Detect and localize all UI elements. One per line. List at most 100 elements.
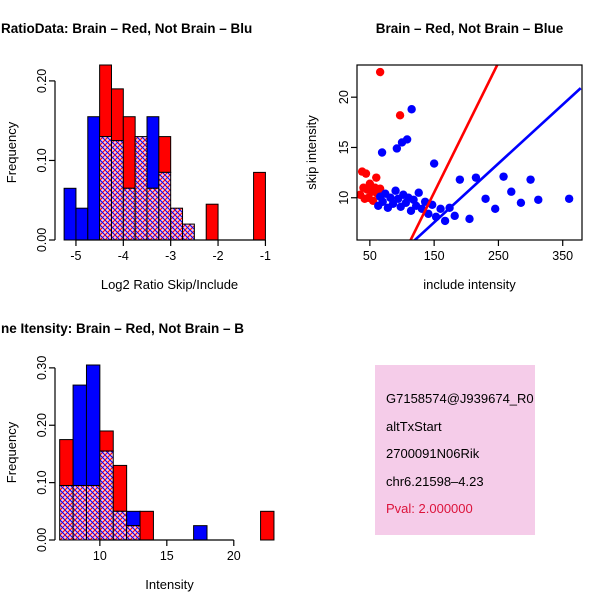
scatter-points: [357, 67, 574, 226]
hist-bar: [193, 525, 208, 541]
hist-bar: [126, 510, 141, 527]
data-point-blue: [507, 187, 516, 196]
data-point-red: [395, 111, 405, 120]
svg-text:0.30: 0.30: [35, 356, 49, 380]
svg-text:-1: -1: [260, 249, 271, 263]
svg-text:0.10: 0.10: [35, 148, 49, 172]
svg-text:-5: -5: [70, 249, 81, 263]
hist-bar: [85, 364, 101, 486]
data-point-blue: [424, 209, 433, 219]
data-point-blue: [429, 159, 439, 168]
chart-title: ne Itensity: Brain – Red, Not Brain – B: [1, 321, 244, 336]
hist-bar: [99, 64, 112, 138]
axes: [49, 367, 235, 546]
svg-text:0.20: 0.20: [35, 413, 49, 437]
data-point-blue: [436, 204, 445, 214]
hist-bar: [72, 384, 87, 486]
svg-text:0.00: 0.00: [35, 228, 49, 252]
hist-bar-overlap: [182, 223, 195, 241]
hist-bar: [87, 116, 101, 241]
hist-bar: [99, 430, 114, 452]
data-point-blue: [471, 173, 481, 182]
hist-bar-overlap: [122, 187, 136, 241]
hist-bar-overlap: [158, 171, 172, 241]
svg-text:0.00: 0.00: [35, 528, 49, 552]
hist-bar: [146, 116, 160, 189]
hist-bar-overlap: [112, 510, 128, 541]
data-point-blue: [391, 186, 400, 195]
hist-bar-overlap: [85, 484, 101, 541]
svg-text:skip intensity: skip intensity: [304, 115, 319, 190]
svg-text:0.10: 0.10: [35, 470, 49, 494]
svg-text:10: 10: [93, 549, 107, 563]
chart-title: Brain – Red, Not Brain – Blue: [376, 21, 564, 36]
data-point-blue: [414, 188, 423, 197]
data-point-blue: [440, 216, 450, 226]
hist-bar-overlap: [99, 136, 112, 241]
hist-bar: [122, 116, 136, 189]
svg-text:350: 350: [552, 249, 573, 263]
data-point-red: [368, 196, 378, 205]
svg-text:50: 50: [363, 249, 377, 263]
hist-bar-overlap: [126, 525, 141, 541]
gene-info-box: G7158574@J939674_R0 altTxStart 2700091N0…: [375, 365, 535, 535]
svg-text:-4: -4: [118, 249, 129, 263]
data-point-blue: [465, 214, 474, 224]
data-point-blue: [564, 194, 574, 203]
hist-bar: [110, 88, 124, 142]
svg-text:Intensity: Intensity: [145, 577, 194, 592]
hist-bar: [158, 136, 172, 173]
panel-log2ratio-histogram: -5 -4 -3 -2 -1 0.00 0.10 0.20 Log2 Ratio Skip/In…: [0, 0, 300, 300]
panel-gene-intensity-histogram: 10 15 20 0.00 0.10 0.20 0.30 Intensity Frequency…: [0, 300, 300, 600]
svg-text:RatioData: Brain – Red, Not Br: RatioData: Brain – Red, Not Brain – Blu: [1, 21, 252, 36]
hist-bar-overlap: [146, 187, 160, 241]
axes: [49, 80, 267, 246]
hist-bar-overlap: [59, 484, 74, 541]
data-point-blue: [407, 105, 416, 114]
svg-text:150: 150: [424, 249, 445, 263]
data-point-red: [375, 67, 385, 77]
data-point-blue: [392, 144, 402, 153]
data-point-blue: [455, 175, 465, 184]
svg-text:20: 20: [227, 549, 241, 563]
axis-labels: Log2 Ratio Skip/Include Frequency: [4, 121, 238, 292]
fit-line-blue: [412, 87, 582, 240]
data-point-red: [372, 173, 381, 182]
gene-event-type: altTxStart: [386, 418, 442, 434]
hist-bar: [63, 187, 77, 241]
svg-text:10: 10: [337, 191, 351, 205]
data-point-red: [360, 194, 369, 203]
data-point-blue: [402, 135, 412, 144]
data-point-blue: [378, 197, 387, 206]
hist-bar-overlap: [72, 484, 87, 541]
axes: [351, 64, 583, 246]
histogram-bars: [63, 64, 266, 241]
log2ratio-histogram-chart: -5 -4 -3 -2 -1 0.00 0.10 0.20 Log2 Ratio Skip/In…: [1, 21, 271, 292]
data-point-blue: [377, 148, 387, 157]
data-point-blue: [516, 198, 526, 207]
hist-bar: [75, 207, 89, 241]
data-point-blue: [388, 199, 398, 208]
data-point-blue: [534, 195, 543, 204]
panel-gene-info: G7158574@J939674_R0 altTxStart 2700091N0…: [300, 300, 600, 600]
data-point-blue: [499, 172, 508, 181]
svg-text:include intensity: include intensity: [423, 277, 516, 292]
panel-intensity-scatter: 50 150 250 350 10 15 20 include intensity skip i…: [300, 0, 600, 300]
svg-text:Frequency: Frequency: [4, 421, 19, 483]
regression-lines: [409, 65, 582, 240]
svg-text:0.20: 0.20: [35, 69, 49, 93]
axis-labels: include intensity skip intensity: [304, 115, 516, 292]
hist-bar-overlap: [134, 136, 148, 241]
svg-text:-3: -3: [165, 249, 176, 263]
chart-title: RatioData: Brain – Red, Not Brain – Blu: [1, 21, 252, 36]
data-point-blue: [526, 175, 535, 184]
hist-bar: [112, 464, 128, 512]
hist-bar-overlap: [170, 207, 184, 241]
svg-text:Log2 Ratio Skip/Include: Log2 Ratio Skip/Include: [101, 277, 238, 292]
hist-bar: [59, 439, 74, 486]
svg-text:ne Itensity: Brain – Red, Not: ne Itensity: Brain – Red, Not Brain – B: [1, 321, 244, 336]
data-point-red: [361, 169, 371, 178]
axis-labels: Intensity Frequency: [4, 421, 194, 592]
hist-bar-overlap: [99, 450, 114, 541]
